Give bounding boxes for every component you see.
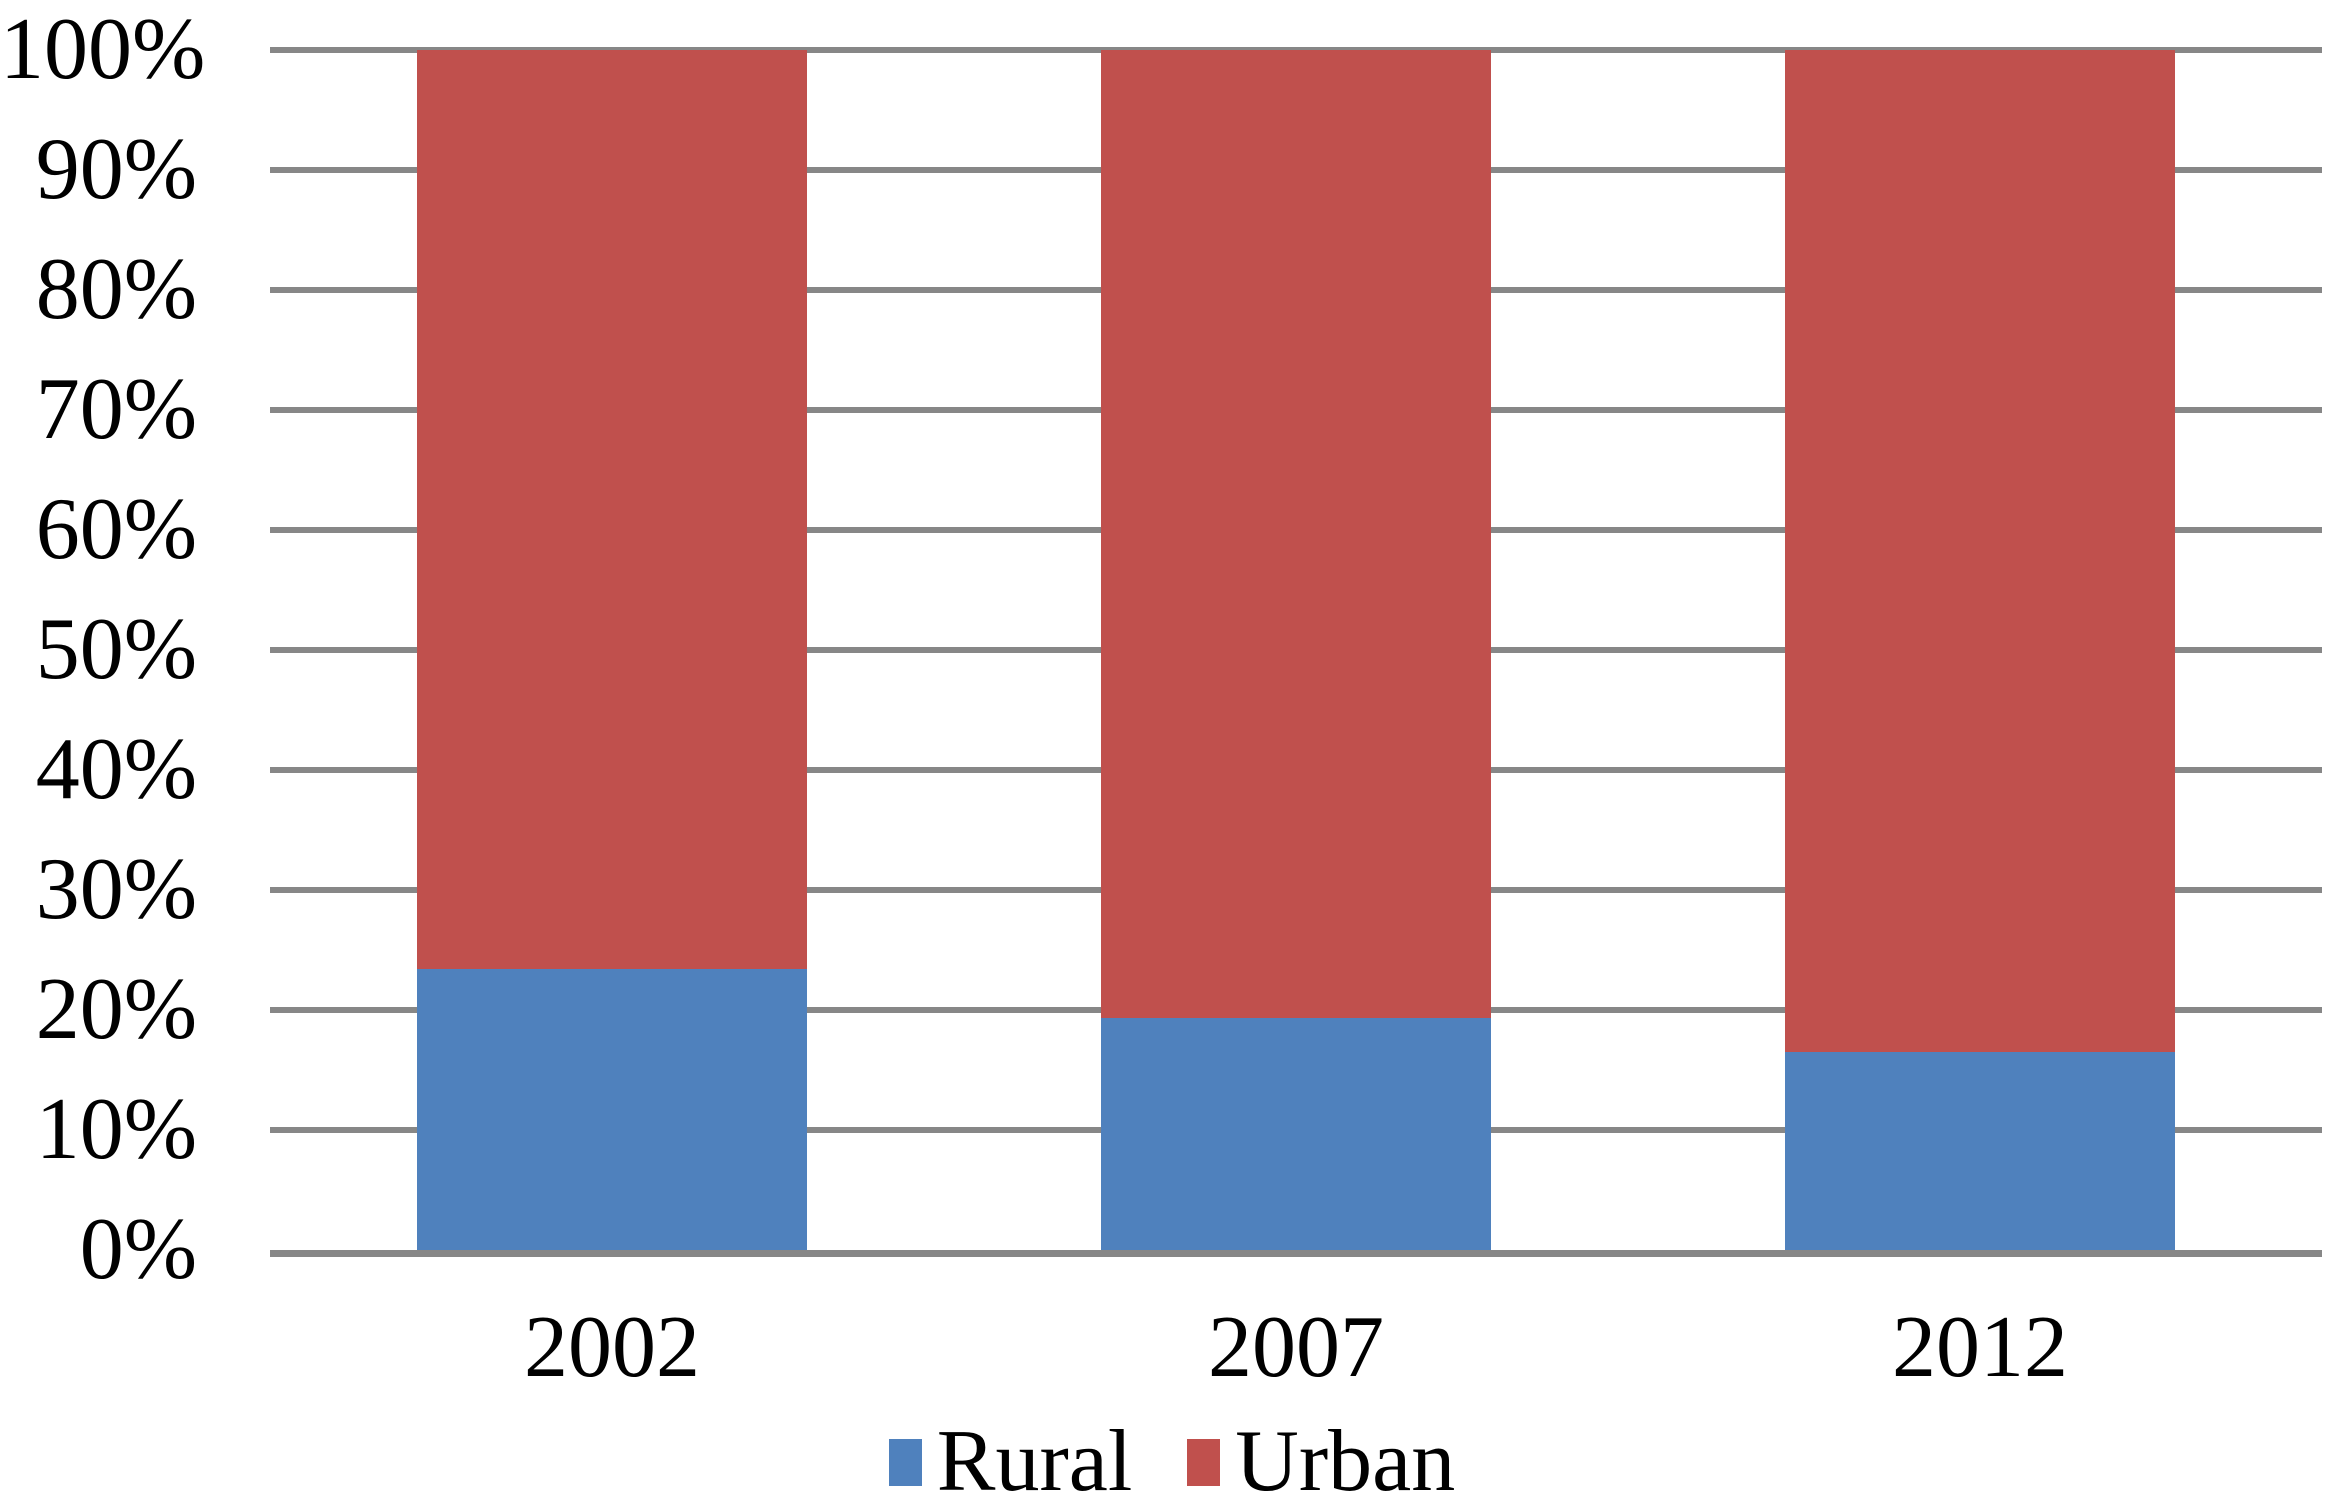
y-tick-label-0pct: 0% xyxy=(79,1201,197,1298)
y-tick-label-80pct: 80% xyxy=(35,241,197,338)
legend: Rural Urban xyxy=(0,1418,2344,1506)
y-tick-label-70pct: 70% xyxy=(35,361,197,458)
plot-area xyxy=(270,47,2322,1257)
y-tick-label-100pct: 100% xyxy=(0,1,206,98)
legend-label-rural: Rural xyxy=(936,1413,1133,1510)
bar-2012-rural xyxy=(1785,1052,2175,1250)
legend-item-rural: Rural xyxy=(888,1413,1133,1510)
bar-2002-rural xyxy=(417,969,807,1250)
x-tick-label-2002: 2002 xyxy=(524,1299,700,1396)
bar-2007-urban xyxy=(1101,50,1491,1019)
bar-2007-rural xyxy=(1101,1018,1491,1250)
x-tick-label-2007: 2007 xyxy=(1208,1299,1384,1396)
bar-2012-urban xyxy=(1785,50,2175,1052)
y-tick-label-30pct: 30% xyxy=(35,841,197,938)
legend-swatch-urban xyxy=(1187,1438,1221,1486)
x-tick-label-2012: 2012 xyxy=(1892,1299,2068,1396)
y-tick-label-50pct: 50% xyxy=(35,601,197,698)
y-tick-label-90pct: 90% xyxy=(35,121,197,218)
legend-item-urban: Urban xyxy=(1187,1418,1455,1506)
x-axis-line xyxy=(270,1250,2322,1257)
legend-swatch-rural xyxy=(888,1438,922,1486)
bar-2002-urban xyxy=(417,50,807,970)
legend-label-urban: Urban xyxy=(1235,1413,1456,1510)
y-tick-label-60pct: 60% xyxy=(35,481,197,578)
y-tick-label-10pct: 10% xyxy=(35,1081,197,1178)
y-tick-label-20pct: 20% xyxy=(35,961,197,1058)
y-tick-label-40pct: 40% xyxy=(35,721,197,818)
gridline-100 xyxy=(270,47,2322,53)
